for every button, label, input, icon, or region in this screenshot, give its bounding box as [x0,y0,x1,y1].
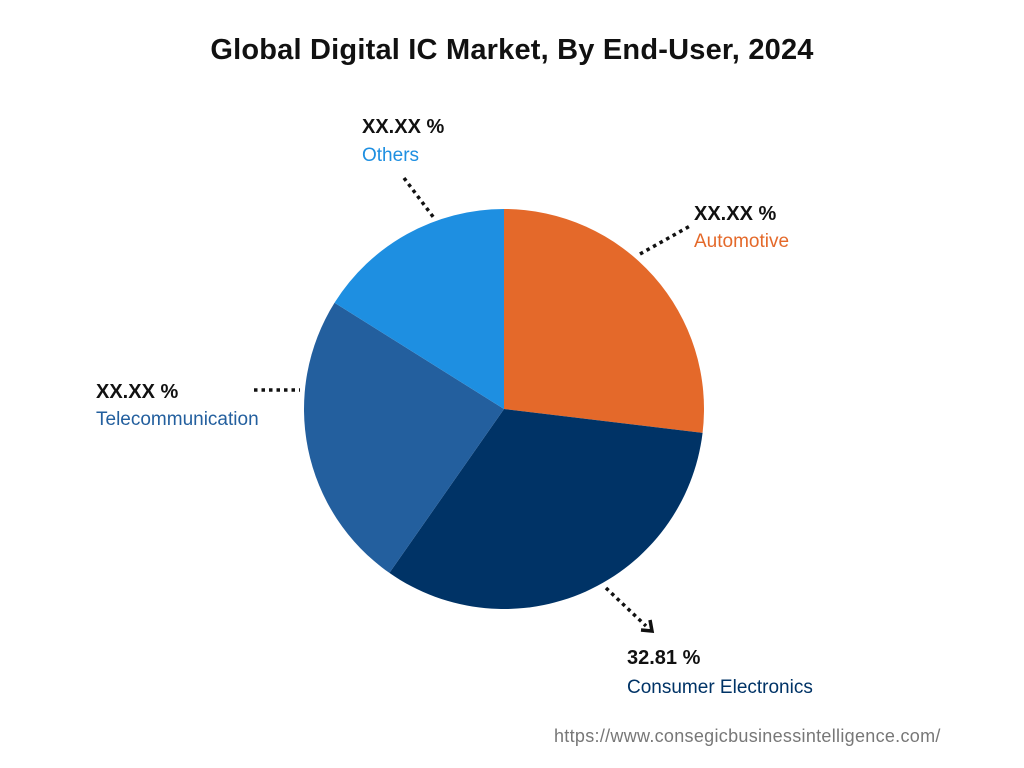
value-label-consumer-electronics: 32.81 % [627,647,701,669]
pie-slice-telecommunication [303,302,504,573]
pie-slice-consumer-electronics [389,409,703,609]
leader-line-consumer-electronics [604,586,648,628]
leader-line-automotive [639,224,691,256]
category-label-consumer-electronics: Consumer Electronics [627,677,813,698]
category-label-telecommunication: Telecommunication [96,409,259,430]
category-label-automotive: Automotive [694,231,790,252]
value-label-automotive: XX.XX % [694,203,777,225]
chart-title: Global Digital IC Market, By End-User, 2… [210,34,814,66]
value-label-others: XX.XX % [362,116,445,138]
pie-slice-automotive [504,209,704,433]
value-label-telecommunication: XX.XX % [96,381,179,403]
source-url[interactable]: https://www.consegicbusinessintelligence… [554,726,941,746]
arrowhead-icon [640,619,655,633]
category-label-others: Others [362,145,420,166]
pie-slice-others [334,209,504,409]
leader-line-others [402,176,436,220]
